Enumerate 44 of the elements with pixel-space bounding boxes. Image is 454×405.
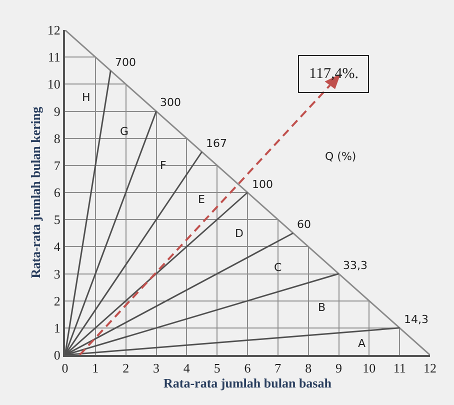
x-tick-label: 3	[153, 360, 160, 376]
y-tick-label: 7	[54, 158, 61, 173]
y-tick-label: 6	[54, 185, 61, 200]
x-tick-label: 8	[305, 360, 312, 376]
annotation: 300	[160, 96, 181, 109]
y-tick-label: 3	[54, 266, 60, 282]
annotation: 100	[252, 178, 273, 191]
x-tick-label: 9	[336, 360, 342, 376]
x-axis-title: Rata-rata jumlah bulan basah	[164, 376, 332, 391]
annotation: D	[235, 227, 244, 240]
y-tick-label: 2	[54, 293, 60, 308]
x-tick-label: 6	[244, 360, 252, 376]
annotation: Q (%)	[325, 150, 356, 163]
annotation: 700	[115, 56, 136, 69]
annotation: 33,3	[343, 259, 368, 272]
y-tick-label: 0	[54, 348, 60, 363]
x-tick-label: 7	[274, 360, 282, 376]
annotation: E	[198, 193, 205, 206]
annotation: A	[358, 337, 366, 350]
annotation: C	[274, 261, 282, 274]
annotation: F	[160, 159, 166, 172]
x-tick-label: 5	[214, 360, 220, 376]
x-tick-label: 10	[362, 360, 376, 376]
y-axis-title: Rata-rata jumlah bulan kering	[28, 106, 43, 278]
x-tick-label: 2	[122, 360, 130, 376]
y-tick-label: 5	[54, 212, 60, 228]
annotation: 60	[297, 218, 311, 231]
annotation: H	[82, 91, 90, 104]
y-tick-label: 12	[47, 22, 60, 38]
annotation: G	[120, 125, 129, 138]
y-tick-label: 4	[54, 239, 61, 254]
annotation: B	[318, 301, 326, 314]
x-tick-label: 1	[92, 360, 99, 376]
x-tick-label: 11	[393, 360, 406, 376]
annotation: 167	[206, 137, 227, 150]
y-tick-label: 9	[54, 104, 60, 119]
x-tick-label: 12	[424, 360, 436, 376]
y-tick-label: 8	[54, 130, 60, 146]
x-tick-label: 4	[183, 360, 190, 376]
y-tick-label: 11	[48, 50, 60, 65]
annotation: 14,3	[404, 313, 428, 326]
annotation: 117,4%.	[309, 66, 358, 82]
y-tick-label: 10	[47, 76, 60, 92]
y-tick-label: 1	[54, 320, 60, 336]
